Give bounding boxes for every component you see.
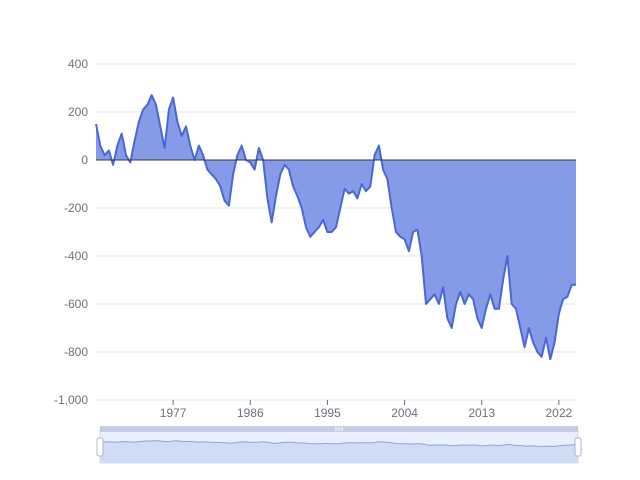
slider-left-handle[interactable] (96, 437, 104, 457)
series-line (95, 94, 576, 361)
x-tick-label: 1986 (237, 406, 264, 420)
y-tick-label: -600 (64, 297, 88, 311)
x-axis-labels: 1977 1986 1995 2004 2013 2022 (160, 406, 573, 420)
x-tick-label: 2022 (546, 406, 573, 420)
x-tick-label: 2004 (391, 406, 418, 420)
y-tick-label: 400 (68, 57, 88, 71)
slider-preview-area (100, 440, 578, 463)
x-axis-ticks (96, 399, 576, 405)
data-zoom-slider[interactable] (96, 426, 582, 464)
y-tick-label: 0 (81, 153, 88, 167)
y-tick-label: -800 (64, 345, 88, 359)
x-tick-label: 2013 (468, 406, 495, 420)
y-axis-labels: 400 200 0 -200 -400 -600 -800 -1,000 (54, 57, 88, 407)
y-tick-label: -1,000 (54, 393, 88, 407)
series-area (95, 94, 576, 361)
y-tick-label: -400 (64, 249, 88, 263)
y-tick-label: 200 (68, 105, 88, 119)
x-tick-label: 1995 (314, 406, 341, 420)
x-tick-label: 1977 (160, 406, 187, 420)
slider-preview-line (99, 440, 578, 448)
slider-right-handle[interactable] (574, 437, 582, 457)
y-tick-label: -200 (64, 201, 88, 215)
